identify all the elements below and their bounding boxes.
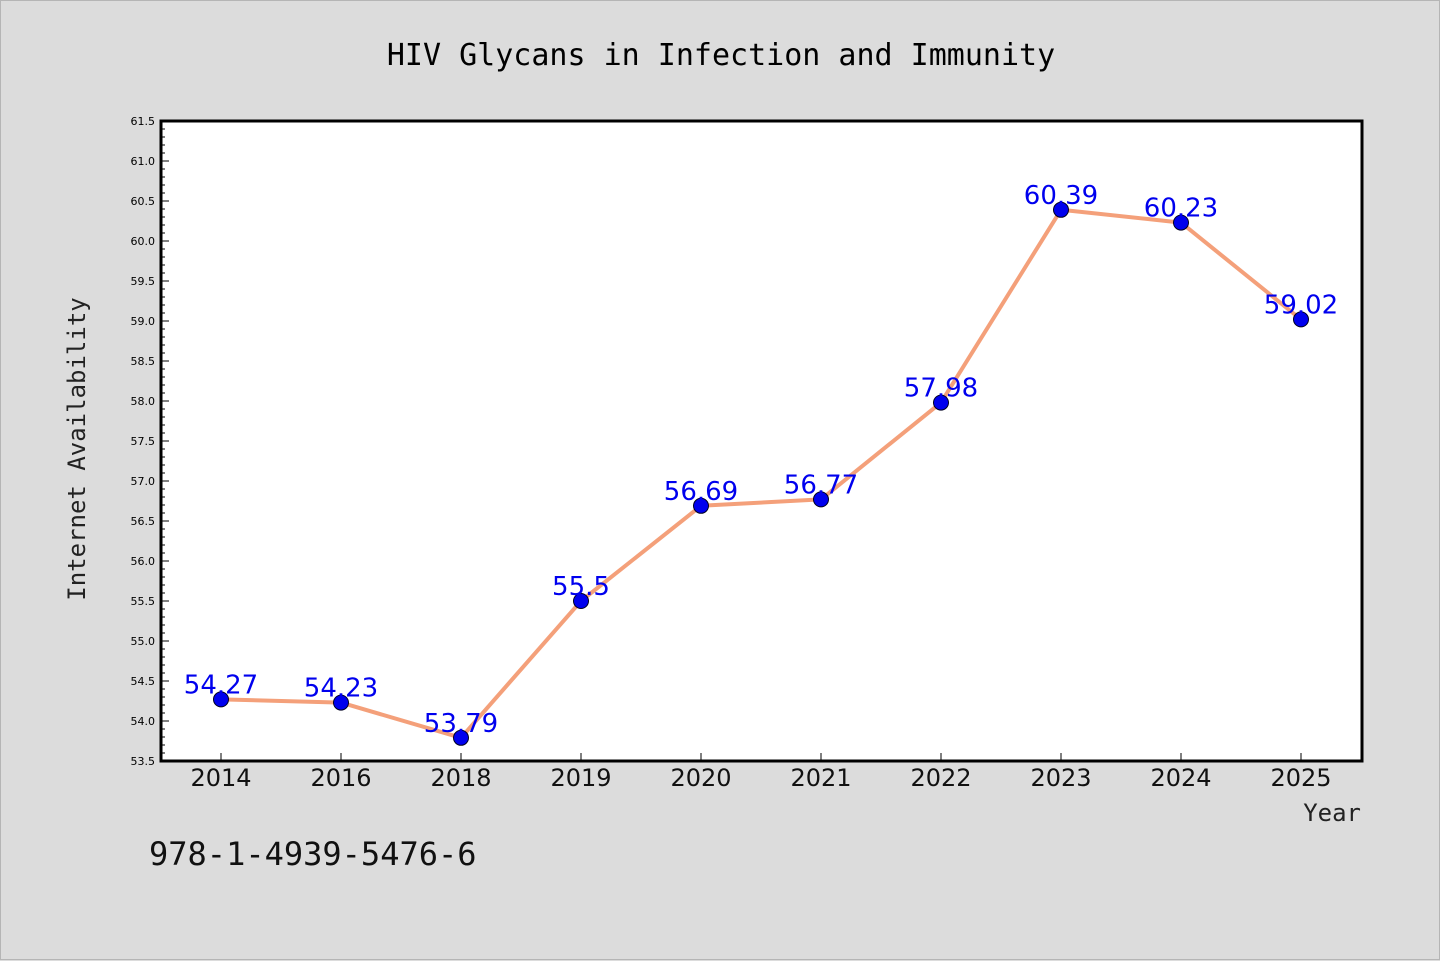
y-tick-label: 59.5 (131, 275, 156, 288)
x-tick-label: 2023 (1030, 764, 1091, 792)
series-line (219, 207, 1303, 740)
chart-title: HIV Glycans in Infection and Immunity (387, 38, 1055, 73)
data-point-marker (213, 691, 229, 708)
x-tick-label: 2016 (310, 764, 371, 792)
series-layer (213, 201, 1309, 746)
x-axis-title: Year (1303, 799, 1361, 827)
y-tick-label: 58.5 (131, 355, 156, 368)
data-point-label: 59.02 (1264, 290, 1338, 320)
data-point-marker (1173, 214, 1189, 231)
y-tick-label: 57.5 (131, 435, 156, 448)
data-point-label: 54.27 (184, 670, 258, 700)
data-point-label: 54.23 (304, 674, 378, 704)
y-tick-label: 55.0 (131, 635, 156, 648)
x-tick-label: 2024 (1150, 764, 1211, 792)
y-tick-label: 57.0 (131, 475, 156, 488)
data-point-marker (813, 491, 829, 508)
y-tick-label: 59.0 (131, 315, 156, 328)
data-point-label: 60.23 (1144, 194, 1218, 224)
y-tick-label: 56.5 (131, 515, 156, 528)
x-tick-label: 2019 (550, 764, 611, 792)
data-point-marker (693, 497, 709, 514)
y-axis-ticks: 53.5 54.0 54.5 55.0 55.5 56.0 56.5 57.0 57.5 58.0… (131, 115, 169, 768)
data-point-marker (1293, 311, 1309, 328)
data-point-marker (933, 394, 949, 411)
data-label-layer: 54.27 54.23 53.79 55.5 56.69 56.77 57.98 60.39 6… (184, 181, 1338, 739)
data-point-label: 56.77 (784, 470, 858, 500)
y-tick-label: 53.5 (131, 755, 156, 768)
y-tick-label: 55.5 (131, 595, 156, 608)
data-point-marker (573, 593, 589, 609)
data-point-label: 60.39 (1024, 181, 1098, 211)
y-tick-label: 58.0 (131, 395, 156, 408)
y-tick-label: 60.5 (131, 195, 156, 208)
x-tick-label: 2018 (430, 764, 491, 792)
data-point-marker (1053, 201, 1069, 218)
y-tick-label: 61.0 (131, 155, 156, 168)
y-tick-label: 56.0 (131, 555, 156, 568)
data-point-label: 56.69 (664, 477, 738, 507)
data-point-marker (453, 729, 469, 746)
x-axis-ticks: 2014 2016 2018 2019 2020 2021 2022 2023 2024 2025 (190, 753, 1332, 792)
data-point-label: 57.98 (904, 374, 978, 404)
y-tick-label: 54.5 (131, 675, 156, 688)
y-tick-label: 54.0 (131, 715, 156, 728)
x-tick-label: 2022 (910, 764, 971, 792)
plot-area (159, 119, 1364, 763)
x-tick-label: 2025 (1270, 764, 1331, 792)
isbn-footer: 978-1-4939-5476-6 (149, 835, 477, 873)
y-tick-label: 60.0 (131, 235, 156, 248)
data-point-marker (333, 694, 349, 711)
x-tick-label: 2020 (670, 764, 731, 792)
x-tick-label: 2014 (190, 764, 251, 792)
y-tick-label: 61.5 (131, 115, 156, 128)
x-tick-label: 2021 (790, 764, 851, 792)
y-axis-title: Internet Availability (63, 297, 91, 600)
data-point-label: 55.5 (552, 572, 610, 602)
data-point-label: 53.79 (424, 709, 498, 739)
